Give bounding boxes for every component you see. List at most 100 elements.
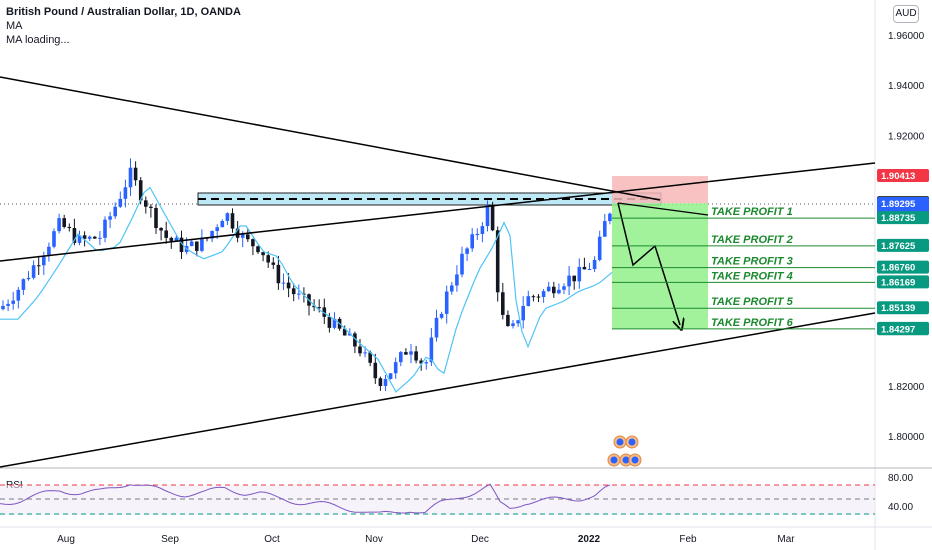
- candle-body: [200, 237, 204, 251]
- candle-body: [312, 305, 316, 308]
- candle-body: [393, 362, 398, 374]
- candle-body: [133, 167, 138, 181]
- time-tick-label: Feb: [679, 534, 697, 545]
- candle-body: [378, 378, 383, 386]
- candle-body: [67, 226, 72, 229]
- candle-body: [220, 220, 225, 228]
- candle-body: [286, 282, 291, 289]
- candle-body: [404, 352, 408, 355]
- candle-body: [118, 198, 123, 207]
- candle-body: [368, 352, 372, 363]
- tp-label: TAKE PROFIT 2: [711, 234, 793, 246]
- candle-body: [317, 307, 321, 309]
- price-tag: [877, 322, 929, 336]
- take-profit-levels: TAKE PROFIT 1 TAKE PROFIT 2 TAKE PROFIT 3 T…: [612, 206, 875, 330]
- candle-body: [521, 305, 525, 321]
- candle-body: [358, 346, 362, 354]
- price-tag-label: 1.88735: [881, 213, 916, 224]
- candle-body: [434, 317, 439, 338]
- ma-indicator-label[interactable]: MA: [6, 20, 23, 32]
- price-tick-label: 1.82000: [888, 382, 925, 393]
- rsi-tick-label: 40.00: [888, 502, 913, 513]
- candle-body: [424, 362, 429, 364]
- candle-body: [11, 300, 15, 304]
- candle-body: [536, 296, 541, 298]
- candle-body: [342, 328, 347, 336]
- candle-body: [592, 259, 597, 270]
- candle-body: [485, 205, 490, 227]
- candle-body: [210, 231, 214, 239]
- price-tick-label: 1.94000: [888, 81, 925, 92]
- candle-body: [266, 255, 270, 263]
- candle-body: [128, 167, 133, 188]
- candle-body: [21, 279, 26, 290]
- candle-body: [603, 221, 607, 237]
- candle-body: [353, 333, 357, 347]
- candle-body: [597, 236, 602, 260]
- candle-body: [42, 256, 46, 266]
- candle-body: [608, 213, 612, 222]
- rising-upper-trendline: [0, 162, 876, 262]
- currency-button[interactable]: AUD: [893, 5, 919, 23]
- candle-body: [388, 373, 393, 379]
- price-tag-label: 1.86760: [881, 263, 915, 274]
- candle-body: [215, 227, 219, 232]
- candle-body: [414, 351, 418, 361]
- candle-body: [87, 236, 92, 239]
- price-tick-label: 1.80000: [888, 432, 925, 443]
- candle-body: [240, 234, 245, 238]
- candle-body: [475, 233, 480, 235]
- tp-label: TAKE PROFIT 6: [711, 317, 794, 329]
- candle-body: [159, 227, 163, 231]
- rsi-band: [0, 485, 875, 515]
- time-tick-label: Aug: [57, 534, 75, 545]
- candle-body: [363, 352, 367, 354]
- rsi-tick-label: 80.00: [888, 473, 913, 484]
- candle-body: [281, 282, 286, 284]
- candle-body: [271, 262, 276, 265]
- candle-body: [429, 337, 434, 363]
- candle-body: [439, 313, 444, 318]
- candle-body: [562, 286, 566, 290]
- candle-body: [465, 248, 469, 254]
- candle-body: [450, 285, 454, 292]
- candle-body: [567, 275, 571, 287]
- candle-body: [230, 213, 235, 229]
- candle-body: [93, 236, 97, 239]
- candle-body: [6, 303, 10, 306]
- rsi-line: [0, 483, 611, 514]
- candle-body: [557, 289, 561, 294]
- candle-body: [57, 218, 61, 232]
- candle-body: [246, 234, 250, 240]
- candle-body: [26, 277, 31, 280]
- candle-body: [511, 323, 515, 327]
- price-tag: [877, 260, 929, 274]
- take-profit-zone: [612, 203, 708, 329]
- candle-body: [490, 205, 495, 231]
- candle-body: [327, 316, 332, 328]
- candle-body: [572, 275, 576, 282]
- moving-average-line: [0, 186, 613, 393]
- price-tag-label: 1.85139: [881, 303, 915, 314]
- ma-loading-label[interactable]: MA loading...: [6, 34, 70, 46]
- candle-body: [98, 237, 102, 239]
- candle-body: [506, 314, 510, 327]
- candle-body: [332, 318, 337, 328]
- candle-body: [297, 293, 301, 295]
- candle-body: [531, 296, 536, 298]
- price-tag-label: 1.87625: [881, 241, 916, 252]
- candle-body: [399, 352, 403, 363]
- candle-body: [256, 246, 260, 253]
- price-tag-label: 1.86169: [881, 277, 915, 288]
- price-tag: [877, 211, 929, 225]
- candle-body: [164, 230, 168, 238]
- symbol-title: British Pound / Australian Dollar, 1D, O…: [6, 6, 241, 18]
- candle-body: [460, 253, 464, 275]
- candle-body: [516, 320, 520, 324]
- candle-body: [113, 206, 117, 217]
- candle-body: [47, 246, 51, 257]
- price-tag: [877, 238, 929, 252]
- candle-body: [103, 219, 107, 238]
- candle-body: [302, 293, 306, 295]
